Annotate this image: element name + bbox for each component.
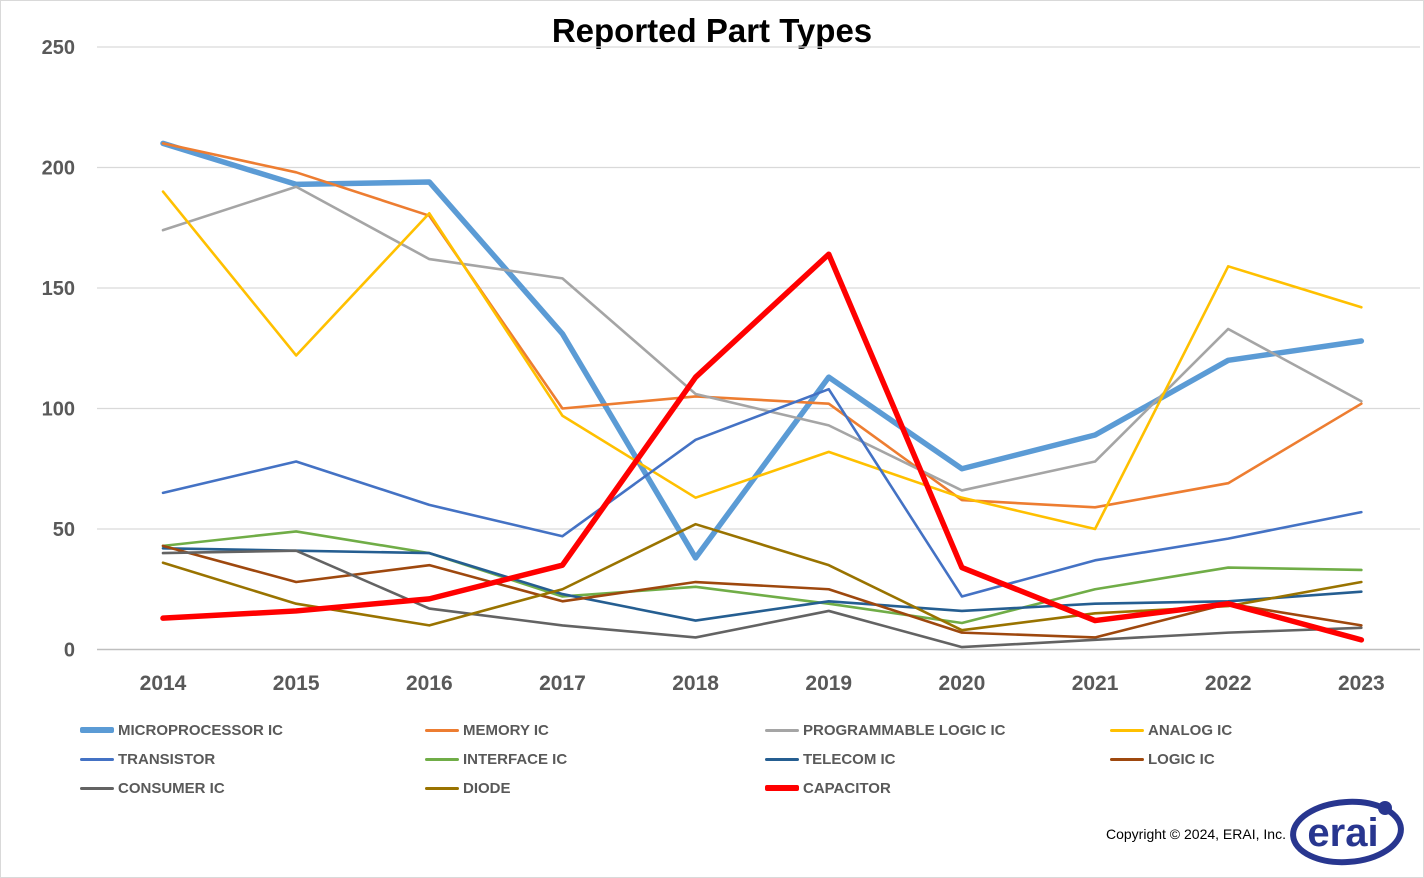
erai-logo: erai <box>1290 798 1404 866</box>
legend-label: MICROPROCESSOR IC <box>118 721 284 739</box>
erai-logo-dot <box>1378 801 1392 815</box>
y-tick-label: 200 <box>42 158 75 180</box>
legend-swatch-microprocessor-ic <box>80 727 114 733</box>
legend-label: ANALOG IC <box>1148 721 1233 739</box>
x-tick-label: 2022 <box>1205 672 1252 695</box>
legend-item-memory-ic: MEMORY IC <box>425 720 549 740</box>
legend-swatch-consumer-ic <box>80 786 114 790</box>
x-tick-label: 2017 <box>539 672 586 695</box>
legend-swatch-telecom-ic <box>765 757 799 761</box>
legend-item-transistor: TRANSISTOR <box>80 749 215 769</box>
legend-label: INTERFACE IC <box>463 750 568 768</box>
legend-label: CONSUMER IC <box>118 779 225 797</box>
x-tick-label: 2015 <box>273 672 320 695</box>
erai-logo-ellipse <box>1290 798 1404 866</box>
y-tick-label: 0 <box>64 640 75 662</box>
x-tick-label: 2021 <box>1072 672 1119 695</box>
erai-logo-text: erai <box>1307 811 1378 855</box>
chart-title: Reported Part Types <box>551 12 873 49</box>
legend-item-diode: DIODE <box>425 778 511 798</box>
series-line-memory-ic <box>161 142 1363 509</box>
copyright-text: Copyright © 2024, ERAI, Inc. <box>1106 826 1286 842</box>
x-tick-label: 2018 <box>672 672 719 695</box>
legend-label: MEMORY IC <box>463 721 549 739</box>
legend-swatch-analog-ic <box>1110 728 1144 732</box>
legend-swatch-diode <box>425 786 459 790</box>
series-line-telecom-ic <box>161 546 1363 622</box>
legend-label: DIODE <box>463 779 511 797</box>
series-line-programmable-logic-ic <box>161 185 1363 492</box>
x-tick-label: 2019 <box>805 672 852 695</box>
legend-item-analog-ic: ANALOG IC <box>1110 720 1232 740</box>
legend-swatch-logic-ic <box>1110 757 1144 761</box>
legend-item-consumer-ic: CONSUMER IC <box>80 778 225 798</box>
series-line-microprocessor-ic <box>160 140 1365 561</box>
y-tick-label: 150 <box>42 278 75 300</box>
legend-item-microprocessor-ic: MICROPROCESSOR IC <box>80 720 283 740</box>
legend-label: PROGRAMMABLE LOGIC IC <box>803 721 1006 739</box>
legend-swatch-interface-ic <box>425 757 459 761</box>
legend-item-capacitor: CAPACITOR <box>765 778 891 798</box>
series-line-analog-ic <box>161 190 1363 531</box>
series-line-interface-ic <box>161 530 1363 625</box>
x-tick-label: 2014 <box>140 672 187 695</box>
x-tick-label: 2023 <box>1338 672 1385 695</box>
legend-item-interface-ic: INTERFACE IC <box>425 749 567 769</box>
legend-item-logic-ic: LOGIC IC <box>1110 749 1215 769</box>
y-tick-label: 250 <box>42 37 75 59</box>
legend-label: TELECOM IC <box>803 750 896 768</box>
y-tick-label: 50 <box>53 519 75 541</box>
x-tick-label: 2020 <box>939 672 986 695</box>
series-line-transistor <box>161 387 1363 598</box>
series-line-logic-ic <box>161 544 1363 639</box>
legend-label: LOGIC IC <box>1148 750 1215 768</box>
legend-label: TRANSISTOR <box>118 750 216 768</box>
legend-item-programmable-logic-ic: PROGRAMMABLE LOGIC IC <box>765 720 1006 740</box>
x-tick-label: 2016 <box>406 672 453 695</box>
legend-swatch-transistor <box>80 757 114 761</box>
series-line-consumer-ic <box>161 549 1363 649</box>
legend-swatch-capacitor <box>765 785 799 791</box>
legend-swatch-memory-ic <box>425 728 459 732</box>
y-tick-label: 100 <box>42 399 75 421</box>
series-line-capacitor <box>160 251 1365 643</box>
legend-label: CAPACITOR <box>803 779 891 797</box>
legend-item-telecom-ic: TELECOM IC <box>765 749 896 769</box>
legend-swatch-programmable-logic-ic <box>765 728 799 732</box>
